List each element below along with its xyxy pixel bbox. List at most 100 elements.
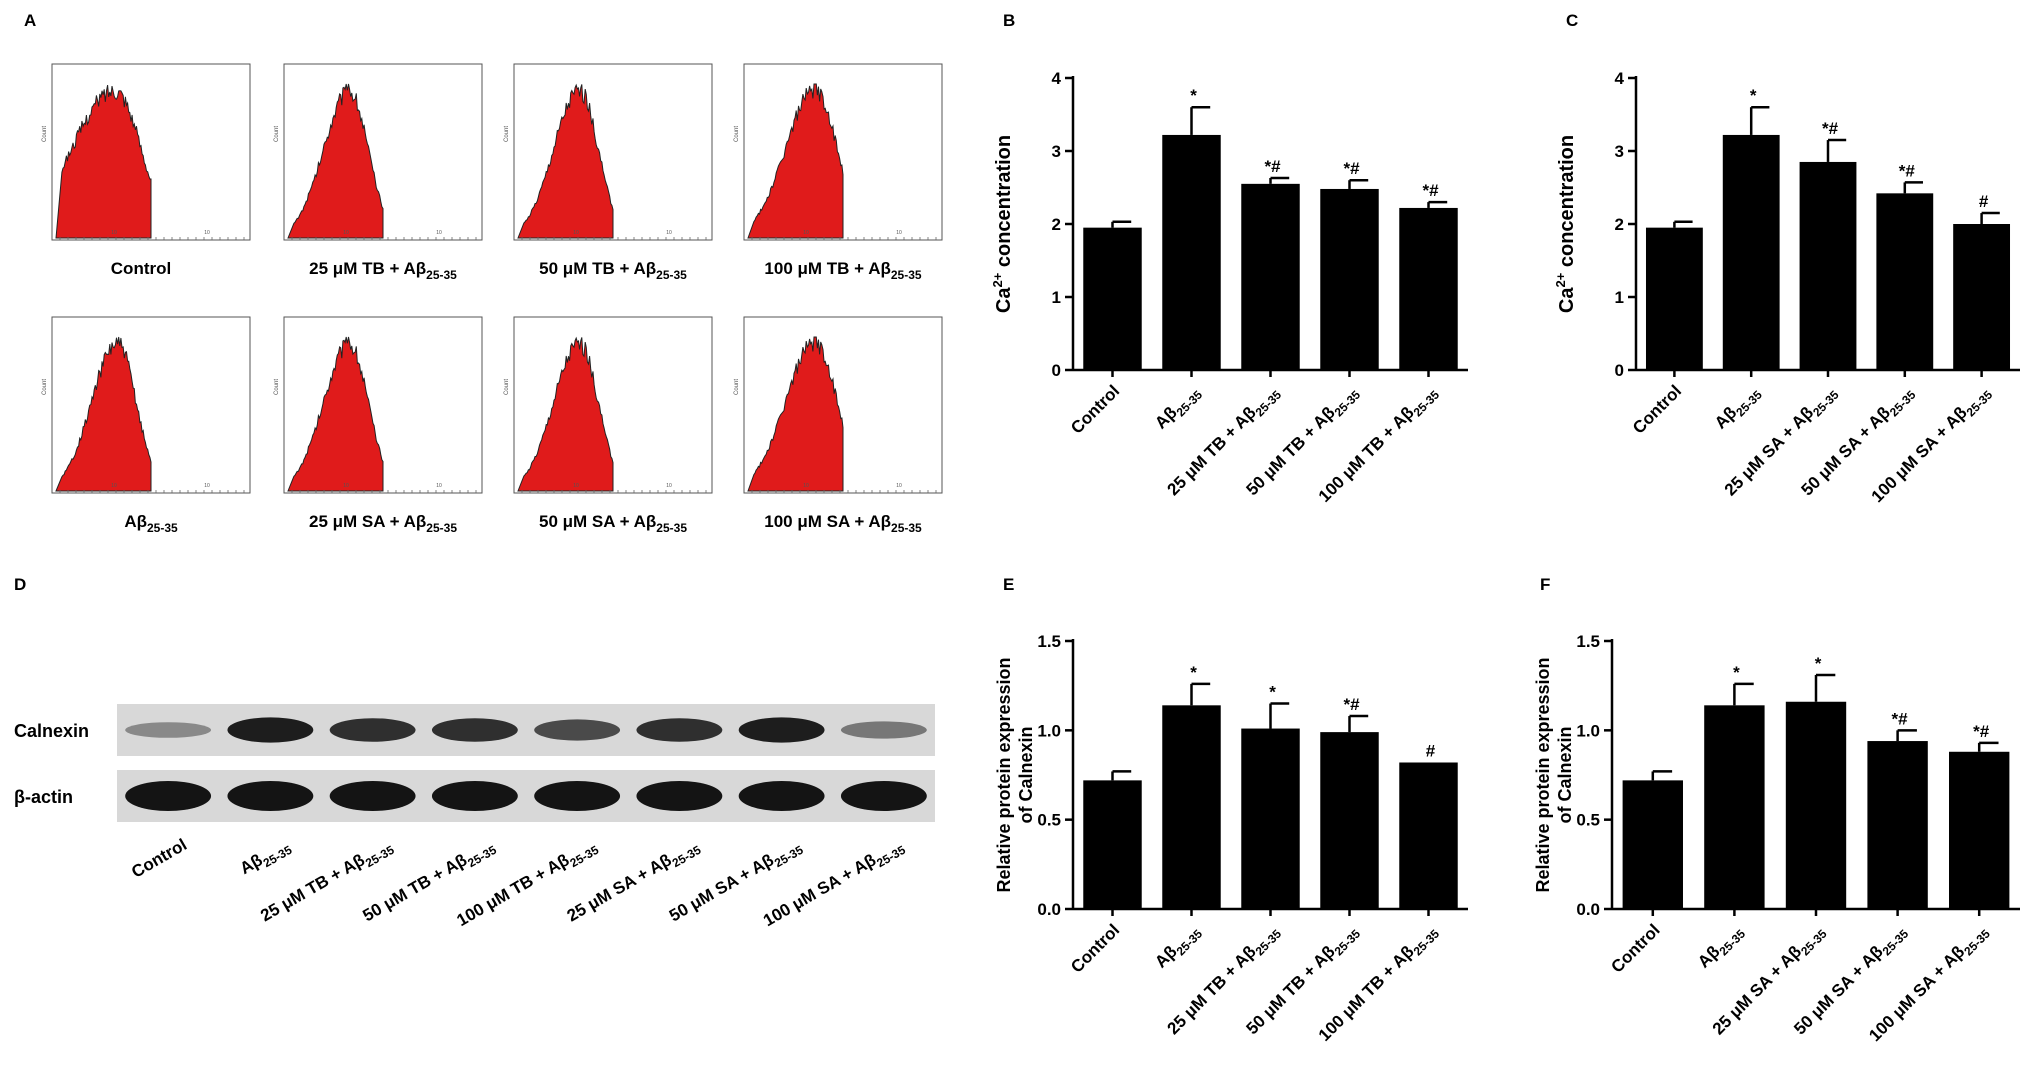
histogram-fill [287, 336, 384, 492]
panel-c-bar-chart: 0 1 2 3 4 Ca2+ concentration Control * Aβ25-35 *#… [1553, 69, 2020, 506]
bar [1399, 762, 1458, 909]
y-tick-label: 1.5 [1576, 632, 1600, 651]
bar [1645, 227, 1703, 370]
histogram-y-label: Count [504, 126, 510, 142]
histogram-label: 50 μM TB + Aβ25-35 [539, 259, 687, 282]
blot-band [329, 718, 416, 742]
blot-band [431, 718, 518, 742]
histogram-x-tick: 10 [803, 483, 809, 489]
histogram-label: 25 μM SA + Aβ25-35 [309, 512, 457, 535]
histogram-x-tick: 10 [204, 230, 210, 236]
histogram-fill [517, 83, 614, 239]
panel-b-bar-chart: 0 1 2 3 4 Ca2+ concentration Control * Aβ25-35 *#… [990, 69, 1468, 509]
bar [1083, 227, 1142, 370]
bar [1704, 705, 1765, 909]
significance-mark: * [1750, 86, 1757, 105]
bar [1241, 728, 1300, 909]
significance-mark: *# [1973, 722, 1990, 741]
blot-band [738, 781, 825, 811]
y-tick-label: 2 [1052, 215, 1061, 234]
significance-mark: * [1815, 654, 1822, 673]
y-tick-label: 1.0 [1037, 721, 1061, 740]
significance-mark: *# [1892, 709, 1909, 728]
histogram-x-tick: 10 [896, 483, 902, 489]
panel-label-c: C [1566, 11, 1578, 30]
histogram-fill [747, 336, 844, 492]
y-tick-label: 3 [1052, 142, 1061, 161]
x-tick-label: Aβ25-35 [1694, 920, 1748, 974]
x-tick-label: Control [1067, 381, 1123, 437]
x-tick-label: Aβ25-35 [1151, 381, 1205, 435]
x-tick-label: Control [1629, 381, 1685, 437]
y-tick-label: 0 [1052, 361, 1061, 380]
significance-mark: *# [1264, 157, 1281, 176]
x-tick-label: 100 μM TB + Aβ25-35 [1315, 920, 1443, 1048]
histogram-y-label: Count [734, 126, 740, 142]
histogram-fill [747, 83, 844, 239]
bar [1622, 780, 1683, 909]
panel-label-b: B [1003, 11, 1015, 30]
histogram-x-tick: 10 [573, 483, 579, 489]
bar [1399, 207, 1458, 370]
y-axis-label: Relative protein expression [994, 657, 1014, 892]
x-tick-label: Aβ25-35 [1151, 920, 1205, 974]
histogram-x-tick: 10 [573, 230, 579, 236]
blot-row-label: Calnexin [14, 721, 89, 741]
significance-mark: *# [1422, 181, 1439, 200]
significance-mark: *# [1899, 161, 1916, 180]
histogram-x-tick: 10 [204, 483, 210, 489]
histogram-x-tick: 10 [666, 230, 672, 236]
significance-mark: *# [1343, 159, 1360, 178]
blot-band [329, 781, 416, 811]
y-tick-label: 1 [1615, 288, 1624, 307]
y-tick-label: 0.5 [1576, 811, 1600, 830]
histogram-fill [55, 336, 152, 492]
y-tick-label: 0.5 [1037, 811, 1061, 830]
significance-mark: *# [1822, 119, 1839, 138]
bar [1876, 193, 1934, 370]
panel-label-a: A [24, 11, 36, 30]
bar [1785, 701, 1847, 909]
histogram-2: Count 10 10 50 μM TB + Aβ25-35 [504, 63, 713, 282]
histogram-label: 25 μM TB + Aβ25-35 [309, 259, 457, 282]
y-axis-label: Relative protein expression [1533, 657, 1553, 892]
histogram-5: Count 10 10 25 μM SA + Aβ25-35 [274, 316, 483, 535]
y-tick-label: 0 [1615, 361, 1624, 380]
x-tick-label: 100 μM SA + Aβ25-35 [1865, 920, 1993, 1048]
bar [1320, 188, 1379, 370]
bar [1162, 134, 1221, 370]
histogram-6: Count 10 10 50 μM SA + Aβ25-35 [504, 316, 713, 535]
panel-e-bar-chart: 0.0 0.5 1.0 1.5 Relative protein expression o… [994, 632, 1468, 1048]
y-tick-label: 4 [1052, 69, 1062, 88]
y-axis-label-line2: of Calnexin [1016, 726, 1036, 823]
histogram-fill [287, 83, 384, 239]
blot-band [125, 722, 212, 738]
histogram-x-tick: 10 [803, 230, 809, 236]
y-axis-label-line2: of Calnexin [1555, 726, 1575, 823]
histogram-fill [55, 85, 152, 239]
panel-a-flow-cytometry: Count 10 10 Control Count 10 10 25 μM TB + Aβ25… [42, 63, 943, 535]
panel-label-d: D [14, 575, 26, 594]
histogram-fill [517, 336, 614, 492]
blot-band [431, 781, 518, 811]
histogram-y-label: Count [274, 379, 280, 395]
x-tick-label: 100 μM TB + Aβ25-35 [1315, 381, 1443, 509]
blot-lane-label: 100 μM SA + Aβ25-35 [760, 835, 908, 934]
significance-mark: * [1190, 663, 1197, 682]
y-tick-label: 1 [1052, 288, 1061, 307]
significance-mark: # [1979, 192, 1989, 211]
y-axis-label: Ca2+ concentration [1553, 135, 1578, 313]
y-tick-label: 0.0 [1576, 900, 1600, 919]
bar [1083, 780, 1142, 909]
bar [1162, 705, 1221, 909]
blot-band [636, 781, 723, 811]
blot-band [636, 718, 723, 742]
blot-band [227, 717, 314, 743]
histogram-7: Count 10 10 100 μM SA + Aβ25-35 [734, 316, 943, 535]
significance-mark: *# [1343, 695, 1360, 714]
significance-mark: * [1269, 683, 1276, 702]
histogram-x-tick: 10 [343, 483, 349, 489]
bar [1953, 224, 2011, 370]
y-axis-label: Ca2+ concentration [990, 135, 1015, 313]
